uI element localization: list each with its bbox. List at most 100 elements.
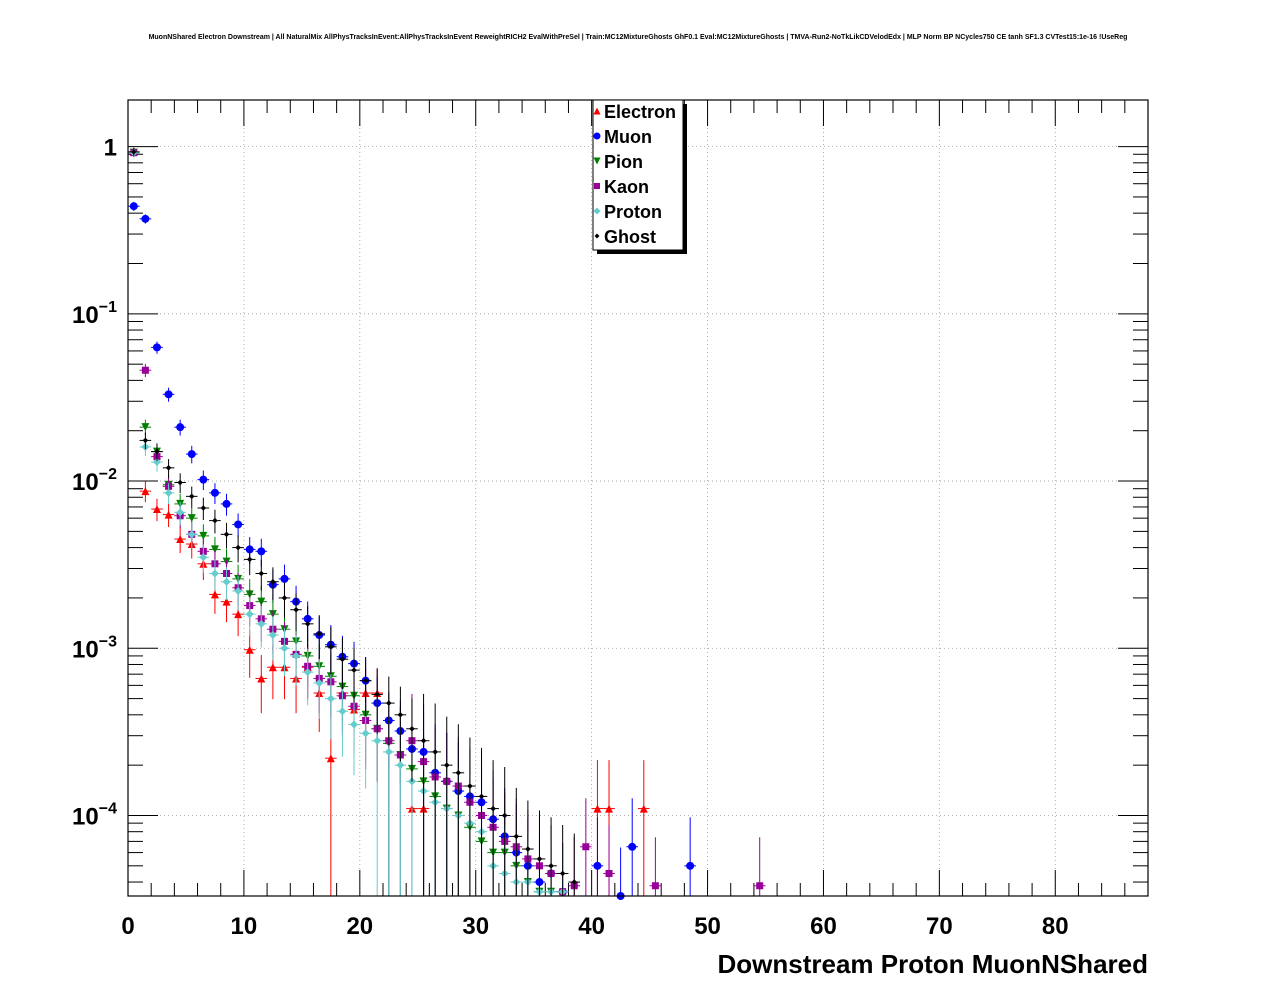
data-point [235, 544, 241, 551]
data-point [628, 842, 637, 851]
data-point [651, 882, 659, 890]
data-point [154, 448, 160, 455]
data-point [374, 691, 381, 698]
axis-ticks [127, 100, 1149, 896]
y-tick-label: 10−4 [72, 800, 117, 830]
data-point [257, 674, 266, 683]
legend-box [592, 99, 684, 251]
data-point [338, 707, 347, 716]
data-point [129, 202, 138, 211]
series-proton [128, 148, 569, 896]
x-tick-label: 60 [810, 913, 837, 940]
x-tick-label: 40 [578, 913, 605, 940]
data-point [384, 747, 393, 756]
data-point [176, 508, 185, 517]
data-point [258, 570, 265, 577]
data-point [443, 762, 450, 768]
legend-label: Ghost [604, 227, 656, 247]
data-point [420, 737, 427, 744]
data-point [362, 677, 369, 684]
legend: Electron Muon Pion Kaon Proton Ghost [592, 99, 687, 254]
data-point [513, 833, 520, 840]
legend-marker [593, 207, 601, 215]
data-point [142, 437, 149, 444]
data-point [328, 644, 334, 650]
data-point [245, 610, 254, 619]
data-point [141, 487, 150, 496]
data-point [199, 553, 208, 562]
x-tick-label: 30 [462, 913, 489, 940]
series-pion [128, 148, 557, 896]
x-tick-label: 0 [121, 913, 134, 940]
data-point [373, 736, 382, 745]
legend-marker [593, 132, 601, 140]
data-point [593, 804, 602, 813]
data-point [199, 531, 208, 540]
data-point [210, 545, 219, 554]
data-point [525, 846, 531, 852]
data-point [152, 505, 161, 514]
data-point [605, 804, 614, 813]
data-point [490, 805, 496, 812]
data-point [467, 783, 473, 789]
data-point [351, 667, 357, 673]
data-point [210, 569, 219, 578]
data-point [326, 754, 335, 763]
y-tick-label: 1 [104, 135, 117, 162]
data-point [756, 882, 764, 890]
data-point [165, 465, 172, 471]
legend-label: Muon [604, 127, 652, 147]
data-point [223, 531, 230, 538]
data-point [234, 587, 243, 596]
data-point [164, 488, 173, 497]
data-point [187, 530, 196, 539]
data-point [222, 499, 231, 508]
legend-label: Electron [604, 102, 676, 122]
data-point [176, 535, 185, 544]
data-point [281, 595, 288, 601]
data-point [397, 712, 404, 718]
data-point [188, 493, 195, 500]
data-point [315, 678, 324, 687]
data-point [199, 475, 208, 484]
x-tick-label: 70 [926, 913, 953, 940]
data-point [187, 514, 196, 523]
data-point [409, 725, 415, 732]
data-point [326, 694, 335, 703]
data-point [361, 729, 370, 738]
chart-title: MuonNShared Electron Downstream | All Na… [148, 34, 1128, 41]
data-point [501, 812, 508, 819]
data-point [234, 520, 243, 529]
x-tick-labels: 0 10 20 30 40 50 60 70 80 [121, 913, 1068, 940]
legend-marker [593, 157, 601, 165]
data-point [536, 856, 543, 862]
legend-marker [593, 107, 601, 115]
data-point [304, 621, 311, 627]
data-point [257, 619, 266, 628]
data-point [177, 479, 183, 486]
data-point [559, 870, 566, 877]
data-point [280, 574, 289, 583]
data-point [234, 610, 243, 619]
x-tick-label: 20 [346, 913, 373, 940]
legend-marker [594, 233, 600, 239]
data-point [212, 517, 218, 524]
y-tick-label: 10−2 [72, 466, 117, 496]
data-point [385, 700, 392, 706]
data-point [303, 668, 312, 677]
data-point [396, 761, 405, 770]
legend-label: Pion [604, 152, 643, 172]
data-point [187, 450, 196, 459]
data-point [316, 631, 323, 637]
legend-marker [594, 183, 600, 189]
data-point [210, 590, 219, 599]
data-point [582, 843, 590, 851]
data-point [245, 645, 254, 654]
data-point [141, 214, 150, 223]
y-tick-label: 10−1 [72, 299, 117, 329]
series-ghost [128, 147, 581, 896]
data-point [222, 597, 231, 606]
data-point [257, 547, 266, 556]
data-point [268, 663, 277, 672]
